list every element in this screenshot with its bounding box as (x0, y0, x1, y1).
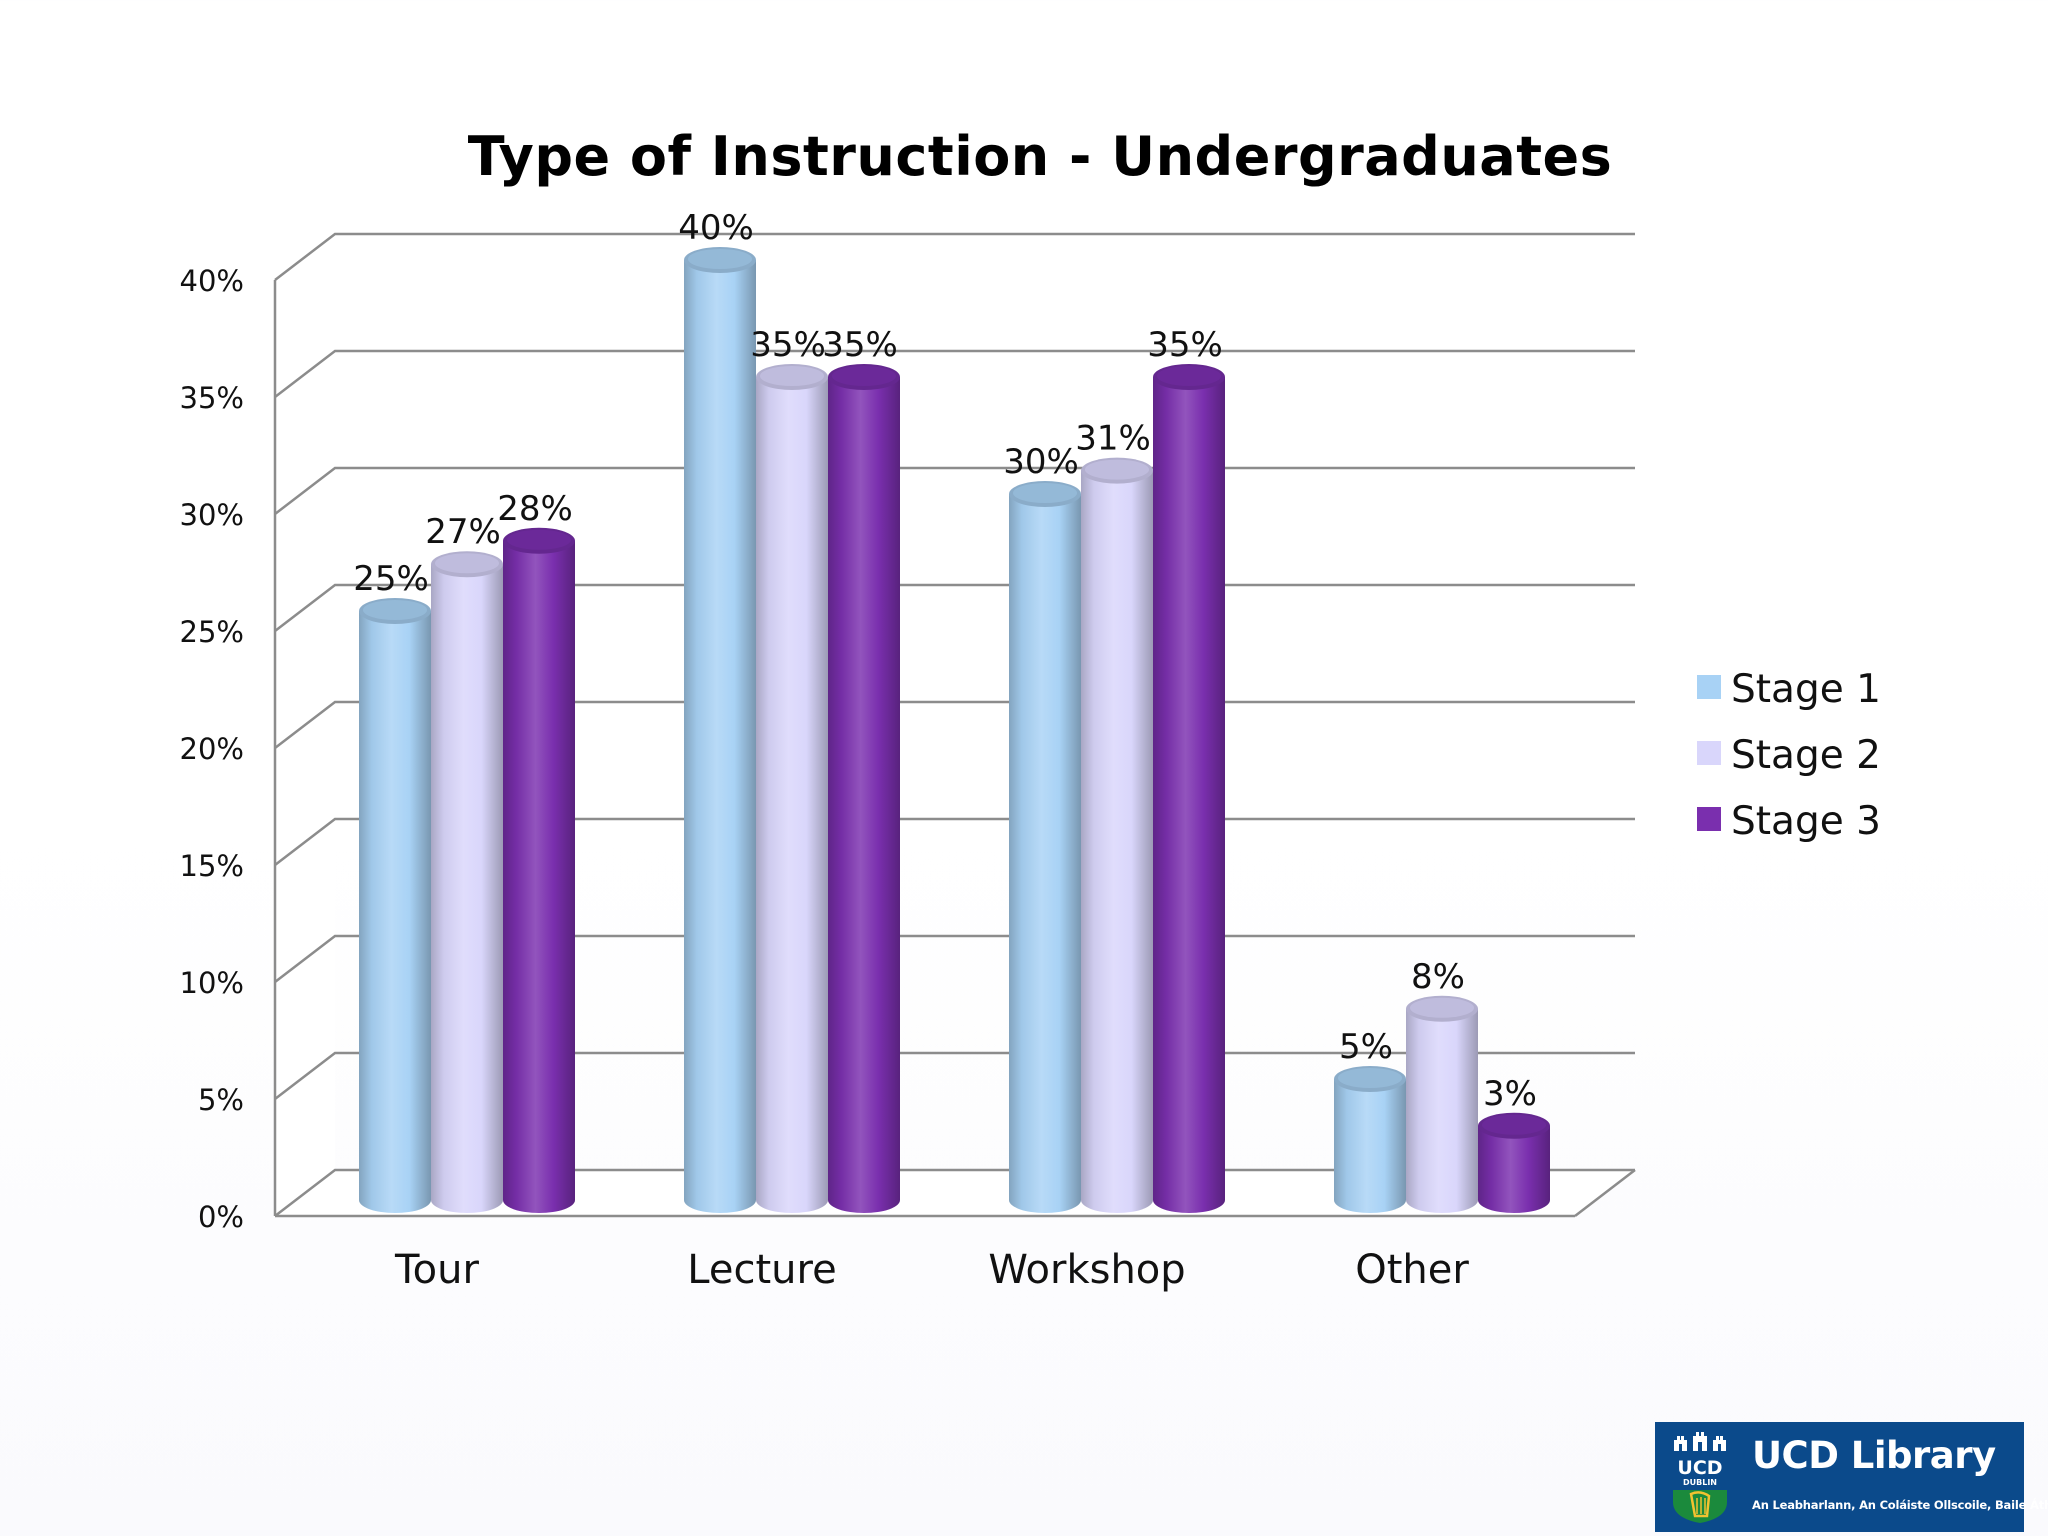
legend-swatch (1697, 807, 1721, 831)
bar-body (1406, 1008, 1478, 1213)
y-tick-label: 5% (198, 1083, 244, 1117)
gridline (274, 349, 1635, 398)
bars (359, 247, 1550, 1214)
bar-body (1334, 1079, 1406, 1213)
data-label: 35% (822, 325, 898, 365)
bar-body (359, 611, 431, 1213)
ucd-library-logo: UCD DUBLIN UCD Library An Leabharlann, A… (1655, 1422, 2048, 1532)
category-label: Lecture (687, 1247, 836, 1293)
data-label: 35% (750, 325, 826, 365)
bar-body (828, 377, 900, 1213)
bar (1153, 364, 1225, 1213)
legend: Stage 1 Stage 2 Stage 3 (1697, 667, 1881, 844)
floor-edge (1574, 1169, 1636, 1217)
bar-body (503, 540, 575, 1213)
bar-top-highlight (507, 529, 571, 550)
bar (1478, 1112, 1550, 1213)
bar-top-highlight (832, 366, 896, 386)
category-label: Tour (394, 1247, 479, 1293)
bar-top-highlight (1410, 997, 1474, 1018)
legend-label: Stage 3 (1731, 799, 1881, 844)
bar-top-highlight (1338, 1068, 1402, 1088)
bar (1081, 457, 1153, 1214)
legend-item: Stage 3 (1697, 799, 1881, 844)
logo-tagline: An Leabharlann, An Coláiste Ollscoile, B… (1752, 1498, 2048, 1512)
bar (684, 247, 756, 1213)
y-tick-label: 15% (180, 849, 244, 883)
bar (1406, 995, 1478, 1213)
bar (503, 527, 575, 1213)
bar-body (1153, 377, 1225, 1213)
data-label: 28% (497, 489, 573, 529)
bar-body (1009, 494, 1081, 1213)
category-labels: Tour Lecture Workshop Other (394, 1247, 1469, 1293)
svg-text:DUBLIN: DUBLIN (1683, 1478, 1717, 1487)
data-label: 27% (425, 512, 501, 552)
bar-top-highlight (1013, 483, 1077, 503)
legend-swatch (1697, 741, 1721, 765)
bar-top-highlight (1482, 1114, 1546, 1135)
chart-title: Type of Instruction - Undergraduates (467, 125, 1613, 188)
bar-top-highlight (688, 249, 752, 269)
bar-top-highlight (435, 553, 499, 574)
bar (1009, 481, 1081, 1213)
legend-item: Stage 2 (1697, 733, 1881, 778)
y-tick-label: 35% (180, 381, 244, 415)
floor (275, 1170, 1635, 1216)
y-axis-tick-labels: 0% 5% 10% 15% 20% 25% 30% 35% 40% (180, 264, 244, 1234)
y-tick-label: 30% (180, 498, 244, 532)
data-label: 31% (1075, 419, 1151, 459)
category-label: Other (1355, 1247, 1469, 1293)
y-tick-label: 25% (180, 615, 244, 649)
y-tick-label: 40% (180, 264, 244, 298)
bar-top-highlight (363, 600, 427, 620)
bar-body (684, 260, 756, 1213)
data-label: 3% (1483, 1074, 1537, 1114)
bar-body (1081, 470, 1153, 1214)
ucd-crest-icon: UCD DUBLIN (1669, 1430, 1731, 1524)
legend-swatch (1697, 675, 1721, 699)
legend-label: Stage 2 (1731, 733, 1881, 778)
gridline (274, 466, 1635, 515)
bar-top-highlight (760, 366, 824, 386)
bar-top-highlight (1085, 459, 1149, 480)
data-label: 5% (1339, 1027, 1393, 1067)
bar (359, 598, 431, 1213)
svg-text:UCD: UCD (1677, 1457, 1722, 1479)
y-tick-label: 10% (180, 966, 244, 1000)
data-labels: 25%27%28%40%35%35%30%31%35%5%8%3% (353, 208, 1537, 1114)
data-label: 30% (1003, 442, 1079, 482)
bar (828, 364, 900, 1213)
legend-item: Stage 1 (1697, 667, 1881, 712)
data-label: 25% (353, 559, 429, 599)
y-tick-label: 20% (180, 732, 244, 766)
bar-body (431, 564, 503, 1213)
bar (431, 551, 503, 1213)
bar (1334, 1066, 1406, 1213)
data-label: 35% (1147, 325, 1223, 365)
y-tick-label: 0% (198, 1200, 244, 1234)
gridline (274, 232, 1635, 281)
bar-body (1478, 1125, 1550, 1213)
bar-body (756, 377, 828, 1213)
data-label: 40% (678, 208, 754, 248)
legend-label: Stage 1 (1731, 667, 1881, 712)
data-label: 8% (1411, 957, 1465, 997)
bar-top-highlight (1157, 366, 1221, 386)
category-label: Workshop (988, 1247, 1185, 1293)
bar (756, 364, 828, 1213)
logo-brand-text: UCD Library (1752, 1434, 1996, 1477)
